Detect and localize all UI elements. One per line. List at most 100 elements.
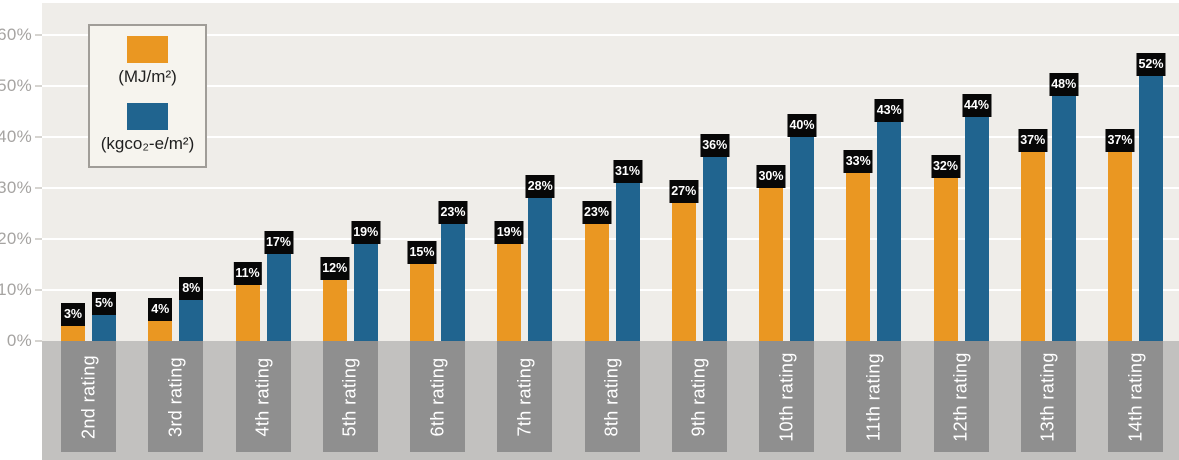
legend: (MJ/m²) (kgco₂-e/m²) [88,24,207,168]
bar-value-label: 48% [1049,73,1079,96]
bar-co2 [1139,76,1163,341]
bar-value-label: 4% [148,298,173,321]
bar-pair: 19% 28% [494,3,555,341]
category-band: 2nd rating [61,341,116,452]
bar-value-label: 12% [320,257,350,280]
bar-value-label: 11% [233,262,262,285]
bar-pair: 37% 52% [1105,3,1166,341]
bar-value-label: 23% [438,201,468,224]
category-band: 12th rating [933,341,989,452]
y-tick-mark [35,85,42,87]
bar-value-label: 36% [700,134,730,157]
bar-mj [1108,152,1132,341]
category-band: 5th rating [322,341,378,452]
bar-co2 [92,315,116,341]
category-slot: 11% 17% 4th rating [233,3,294,460]
bar-value-label: 15% [407,241,437,264]
category-slot: 37% 52% 14th rating [1105,3,1166,460]
gridline [42,34,1179,36]
category-band: 13th rating [1020,341,1076,452]
category-label: 8th rating [601,356,622,437]
bar-co2 [266,254,291,341]
y-axis: 0% 10% 20% 30% 40% 50% 60% [0,0,42,460]
category-slot: 27% 36% 9th rating [669,3,730,460]
category-band: 11th rating [846,341,902,452]
bar-value-label: 17% [263,231,294,254]
y-tick-label: 60% [0,25,32,44]
category-label: 2nd rating [78,354,98,439]
gridline [42,187,1179,189]
bar-pair: 23% 31% [581,3,643,341]
bar-pair: 27% 36% [669,3,730,341]
bar-mj [933,178,958,341]
legend-label-co2: (kgco₂-e/m²) [100,134,195,153]
y-tick-mark [35,34,42,36]
category-band: 4th rating [235,341,291,452]
bar-co2 [615,183,640,341]
bar-mj [759,188,783,341]
category-band: 3rd rating [148,341,204,452]
bar-mj [1020,152,1045,341]
bar-mj [410,264,434,341]
category-slot: 33% 43% 11th rating [843,3,904,460]
bar-pair: 33% 43% [843,3,904,341]
category-label: 6th rating [427,356,447,437]
bar-pair: 3% 5% [61,3,116,341]
bar-pair: 15% 23% [407,3,468,341]
category-slot: 19% 28% 7th rating [494,3,555,460]
category-label: 13th rating [1037,351,1058,442]
y-tick-mark [35,340,42,342]
bar-value-label: 52% [1136,53,1166,76]
bar-value-label: 37% [1105,129,1135,152]
plot-area: 3% 5% 2nd rating 4% 8% 3rd rating 11% 17% 4th ra… [42,3,1179,460]
bar-mj [322,280,347,341]
bar-mj [671,203,696,341]
bar-value-label: 28% [525,175,555,198]
bar-value-label: 40% [787,114,817,137]
category-slot: 12% 19% 5th rating [320,3,381,460]
category-label: 11th rating [863,352,884,441]
legend-swatch-co2 [127,103,168,130]
bar-value-label: 19% [494,221,524,244]
category-band: 9th rating [671,341,727,452]
category-label: 12th rating [950,351,971,442]
category-slots: 3% 5% 2nd rating 4% 8% 3rd rating 11% 17% 4th ra… [42,3,1179,460]
bar-co2 [441,224,465,341]
bar-co2 [702,157,727,341]
bar-value-label: 27% [669,180,699,203]
bar-value-label: 23% [581,201,612,224]
bar-co2 [964,117,989,341]
bar-mj [235,285,260,341]
bar-value-label: 44% [961,94,992,117]
category-band: 7th rating [497,341,553,452]
gridline [42,289,1179,291]
y-tick-label: 10% [0,280,32,299]
bar-mj [497,244,522,341]
legend-label-mj: (MJ/m²) [118,67,177,86]
bar-mj [148,321,173,341]
bar-value-label: 33% [843,150,873,173]
category-band: 10th rating [759,341,814,452]
category-slot: 32% 44% 12th rating [930,3,992,460]
category-label: 10th rating [776,351,796,442]
bar-value-label: 30% [756,165,786,188]
bar-value-label: 3% [61,303,85,326]
gridline [42,136,1179,138]
bar-pair: 4% 8% [148,3,204,341]
category-slot: 23% 31% 8th rating [581,3,643,460]
bar-co2 [877,122,902,341]
category-label: 5th rating [339,356,360,437]
bar-value-label: 8% [179,277,204,300]
y-tick-mark [35,187,42,189]
y-tick-mark [35,289,42,291]
bar-pair: 11% 17% [233,3,294,341]
bar-pair: 37% 48% [1018,3,1079,341]
category-slot: 30% 40% 10th rating [756,3,817,460]
category-label: 4th rating [252,356,273,437]
legend-swatch-mj [127,36,168,63]
category-slot: 3% 5% 2nd rating [61,3,116,460]
bar-pair: 12% 19% [320,3,381,341]
y-tick-label: 40% [0,127,32,146]
gridline [42,238,1179,240]
plot-background [42,3,1179,341]
